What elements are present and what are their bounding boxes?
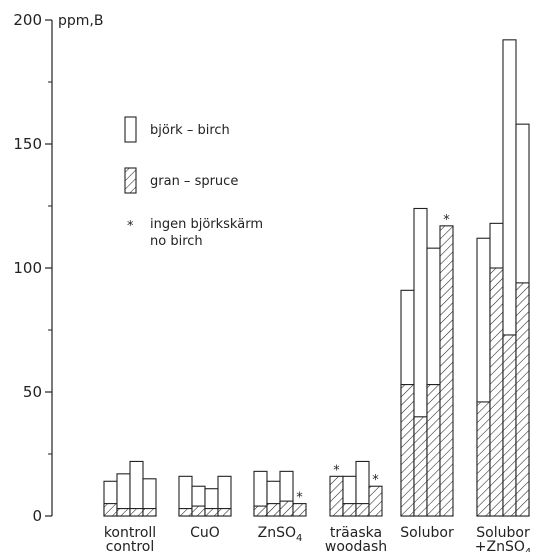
category-label: CuO [190,525,220,541]
legend-spruce-swatch [124,167,137,194]
category-label-line2: woodash [325,539,387,552]
bar-spruce [368,485,383,517]
bar-spruce [355,503,370,517]
category-label: Solubor [400,525,454,541]
no-birch-markers: * * * * [296,213,450,506]
bar-spruce [502,334,517,517]
bar-spruce [476,401,491,517]
no-birch-star: * [333,463,340,478]
bar-spruce [426,384,441,517]
bar-spruce [217,508,232,517]
bar-birch [129,460,144,517]
bar-spruce [342,503,357,517]
no-birch-star: * [296,491,303,506]
bar-spruce [515,282,530,517]
legend-birch-swatch [124,116,137,143]
bar-group [329,460,383,517]
category-label: Solubor [476,525,530,541]
bar-group [178,475,232,517]
bar-spruce [266,503,281,517]
y-tick-label: 200 [13,11,42,29]
legend-no-birch-label-sv: ingen björkskärm [150,217,263,232]
legend-star-symbol: * [127,219,134,234]
bar-spruce [400,384,415,517]
bar-group [103,460,157,517]
category-label: träaska [330,525,382,541]
y-tick-label: 0 [32,507,42,525]
y-axis-label: ppm,B [58,13,103,29]
category-label-line2: +ZnSO4 [475,539,531,552]
bar-spruce [439,225,454,517]
category-label: kontroll [104,525,156,541]
legend-birch-label: björk – birch [150,123,230,138]
legend-no-birch-label-en: no birch [150,234,203,249]
bar-spruce [204,508,219,517]
bars [103,39,530,517]
bar-spruce [279,500,294,517]
category-label: ZnSO4 [258,525,303,544]
bar-spruce [116,508,131,517]
bar-spruce [178,508,193,517]
no-birch-star: * [443,213,450,228]
bar-spruce [191,505,206,517]
y-axis-minor-ticks [48,81,52,455]
y-tick-label: 100 [13,259,42,277]
no-birch-star: * [372,473,379,488]
bar-group [476,39,530,517]
y-axis-ticks: 0 50 100 150 200 [13,11,52,525]
bar-spruce [329,475,344,517]
bar-spruce [292,503,307,517]
y-tick-label: 150 [13,135,42,153]
bar-spruce [413,416,428,517]
bar-group [253,470,307,517]
bar-spruce [129,508,144,517]
bar-spruce [253,505,268,517]
legend: björk – birch gran – spruce * ingen björ… [124,116,263,249]
axes: 0 50 100 150 200 ppm,B [13,11,103,525]
bar-spruce [142,508,157,517]
bar-spruce [103,503,118,517]
y-tick-label: 50 [23,383,42,401]
bar-group [400,207,454,517]
legend-spruce-label: gran – spruce [150,174,238,189]
bar-spruce [489,267,504,517]
category-label-line2: control [106,539,155,552]
